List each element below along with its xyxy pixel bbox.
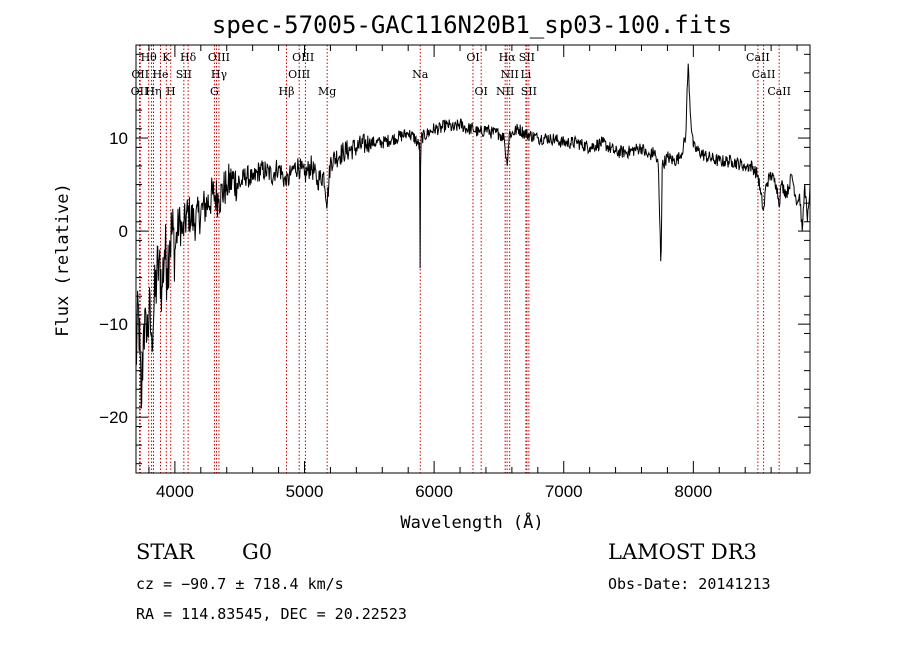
line-label-14: Na [412, 68, 429, 81]
line-label-21: G [210, 85, 219, 98]
x-axis-label: Wavelength (Å) [400, 511, 543, 533]
line-label-2: Hδ [180, 51, 197, 64]
line-label-23: Mg [318, 85, 336, 98]
line-label-24: OI [474, 85, 487, 98]
obs-date: Obs-Date: 20141213 [608, 575, 771, 593]
line-label-27: CaII [767, 85, 791, 98]
line-label-7: SII [519, 51, 535, 64]
y-axis-ticks: −20 −10 0 10 [99, 53, 810, 465]
spectrum-line [135, 63, 811, 408]
x-tick-label-6000: 6000 [415, 482, 453, 501]
line-label-22: Hβ [279, 85, 295, 98]
line-label-6: Hα [499, 51, 517, 64]
line-label-4: OIII [292, 51, 314, 64]
line-label-26: SII [521, 85, 537, 98]
line-label-19: Hη [145, 85, 161, 98]
line-label-5: OI [466, 51, 479, 64]
line-label-16: Li [520, 68, 531, 81]
line-label-9: OII [131, 68, 149, 81]
coordinates-readout: RA = 114.83545, DEC = 20.22523 [136, 605, 407, 623]
y-tick-label--20: −20 [99, 408, 128, 427]
line-label-20: H [166, 85, 176, 98]
object-class: STAR [136, 540, 195, 564]
y-axis-label: Flux (relative) [53, 183, 73, 337]
spectral-line-markers [138, 45, 780, 473]
line-label-17: CaII [752, 68, 776, 81]
line-label-13: OIII [288, 68, 310, 81]
line-label-3: OIII [208, 51, 230, 64]
y-tick-label-0: 0 [119, 222, 128, 241]
x-tick-label-7000: 7000 [545, 482, 583, 501]
x-tick-label-5000: 5000 [286, 482, 324, 501]
line-label-11: SII [176, 68, 192, 81]
chart-title: spec-57005-GAC116N20B1_sp03-100.fits [212, 11, 732, 39]
line-label-8: CaII [746, 51, 770, 64]
y-tick-label-10: 10 [109, 129, 128, 148]
x-tick-label-8000: 8000 [674, 482, 712, 501]
object-subclass: G0 [242, 540, 272, 564]
redshift-readout: cz = −90.7 ± 718.4 km/s [136, 575, 344, 593]
line-label-0: Hθ [141, 51, 158, 64]
line-label-25: NII [496, 85, 514, 98]
line-label-15: NII [501, 68, 519, 81]
y-tick-label--10: −10 [99, 315, 128, 334]
survey-name: LAMOST DR3 [608, 540, 757, 564]
x-axis-ticks: 4000 5000 6000 7000 8000 [148, 45, 798, 501]
line-label-1: K [162, 51, 171, 64]
x-tick-label-4000: 4000 [156, 482, 194, 501]
line-label-12: Hγ [211, 68, 228, 81]
line-label-10: He [152, 68, 168, 81]
